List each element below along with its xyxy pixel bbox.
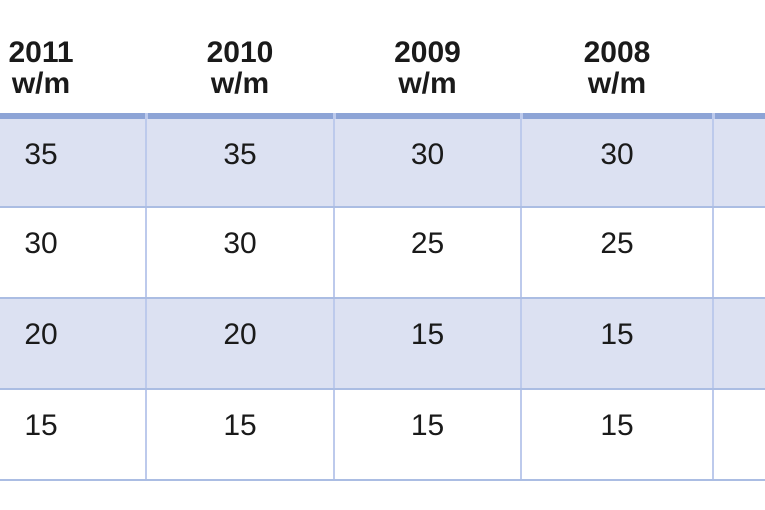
table-cell: 25 (520, 206, 714, 299)
table-cell: 20 (145, 297, 335, 390)
table-cell (712, 206, 765, 299)
table-cell: 30 (145, 206, 335, 299)
table-cell: 30 (520, 115, 714, 208)
table-cell: 20 (0, 297, 147, 390)
header-unit: w/m (587, 67, 647, 100)
data-table: 2011 w/m 2010 w/m 2009 w/m 2008 w/m (0, 0, 765, 481)
table-cell: 15 (333, 388, 522, 481)
col-header-2008: 2008 w/m (521, 0, 715, 119)
header-row: 2011 w/m 2010 w/m 2009 w/m 2008 w/m (0, 0, 765, 119)
table-cell (712, 297, 765, 390)
table-cell: 15 (145, 388, 335, 481)
table-row: 30 30 25 25 (0, 206, 765, 299)
table-cell: 15 (333, 297, 522, 390)
table-cell: 35 (145, 115, 335, 208)
col-header-2011: 2011 w/m (0, 0, 148, 119)
table-cell: 25 (333, 206, 522, 299)
header-unit: w/m (398, 67, 457, 100)
header-unit: w/m (11, 67, 71, 100)
header-unit: w/m (210, 67, 270, 100)
col-header-2010: 2010 w/m (146, 0, 336, 119)
header-year: 2011 (8, 36, 74, 69)
table-cell: 15 (520, 388, 714, 481)
table-row: 15 15 15 15 (0, 388, 765, 481)
table-row: 20 20 15 15 (0, 297, 765, 390)
table-clipped-wrapper: 2011 w/m 2010 w/m 2009 w/m 2008 w/m (0, 0, 765, 481)
table-cell: 30 (0, 206, 147, 299)
table-cell: 15 (520, 297, 714, 390)
table-cell (712, 115, 765, 208)
header-year: 2009 (394, 36, 461, 69)
table-cell: 35 (0, 115, 147, 208)
table-cell: 30 (333, 115, 522, 208)
table-cell: 15 (0, 388, 147, 481)
col-header-2009: 2009 w/m (334, 0, 523, 119)
header-year: 2008 (583, 36, 651, 69)
header-year: 2010 (206, 36, 274, 69)
table-row: 35 35 30 30 (0, 115, 765, 208)
table-cell (712, 388, 765, 481)
col-header-empty (713, 0, 765, 119)
